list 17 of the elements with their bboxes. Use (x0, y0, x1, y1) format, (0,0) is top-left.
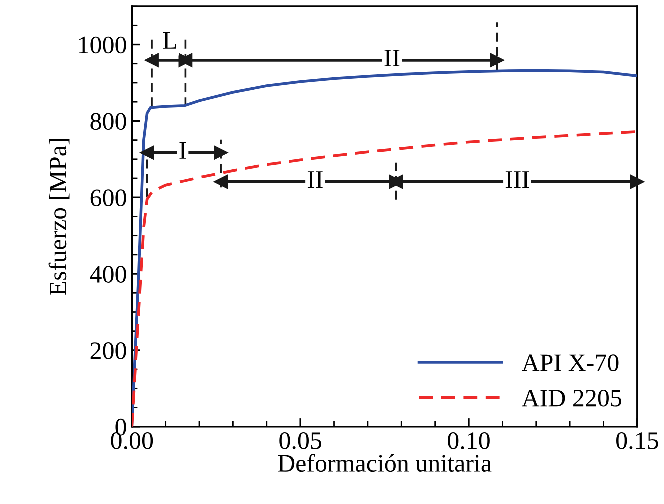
y-tick-label: 400 (90, 266, 126, 283)
annotation: II (308, 172, 323, 188)
annotation: II (384, 50, 400, 66)
y-tick-label: 200 (90, 342, 126, 360)
y-tick-label: 1000 (79, 36, 126, 54)
y-tick-label: 600 (90, 190, 126, 207)
annotation: I (180, 142, 186, 159)
x-tick-label: 0.05 (280, 432, 322, 450)
x-tick-label: 0.10 (448, 432, 490, 450)
x-axis-title: Deformación unitaria (278, 454, 492, 472)
annotation: III (506, 172, 530, 188)
x-tick-label: 0.15 (616, 432, 658, 450)
legend-label: API X-70 (522, 354, 619, 372)
y-tick-label: 800 (90, 113, 126, 130)
annotation: L (163, 32, 176, 49)
y-axis-title: Esfuerzo [MPa] (48, 139, 70, 296)
legend-label: AID 2205 (522, 390, 622, 407)
